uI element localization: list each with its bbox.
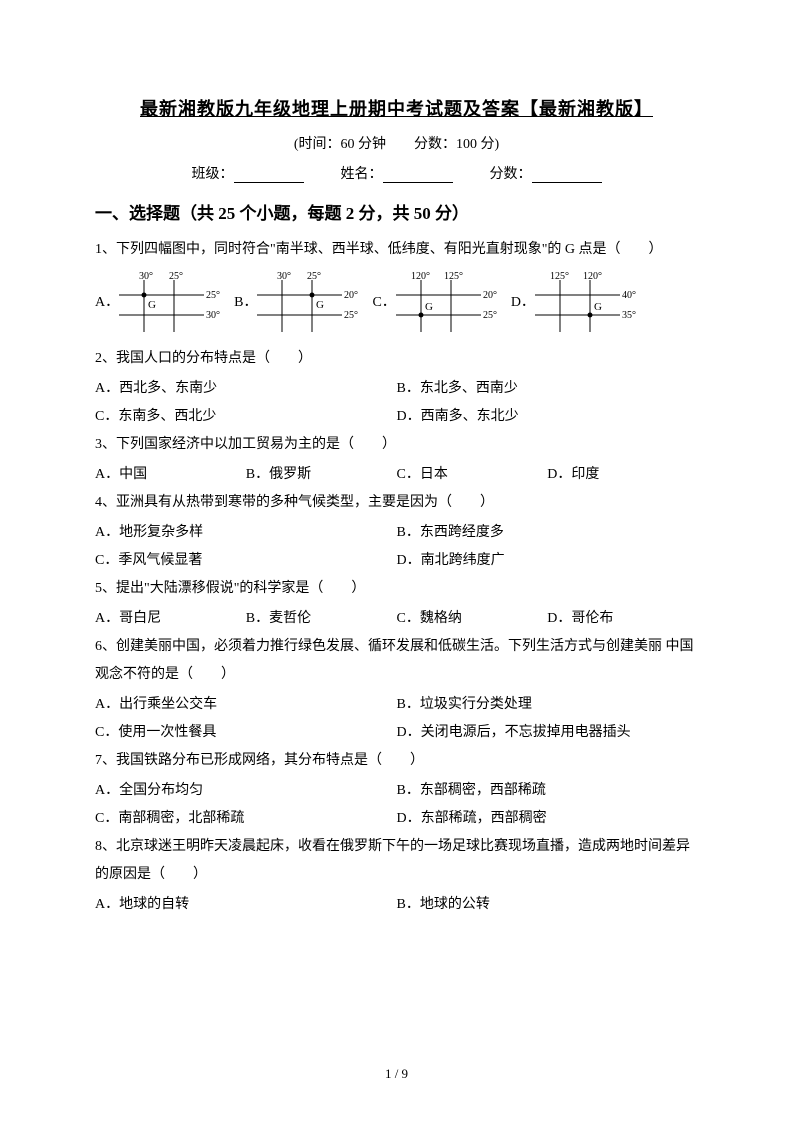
question-7: 7、我国铁路分布已形成网络，其分布特点是（ ）: [95, 747, 698, 775]
option-4d: D．南北跨纬度广: [397, 547, 699, 575]
question-3: 3、下列国家经济中以加工贸易为主的是（ ）: [95, 431, 698, 459]
svg-text:G: G: [425, 301, 433, 313]
svg-text:35°: 35°: [622, 310, 636, 321]
option-7b: B．东部稠密，西部稀疏: [397, 777, 699, 805]
name-label: 姓名：: [341, 167, 383, 182]
diagram-c: 120° 125° 20° 25° G: [396, 270, 501, 335]
svg-text:25°: 25°: [344, 310, 358, 321]
option-3d: D．印度: [547, 461, 698, 489]
class-blank[interactable]: [234, 167, 304, 183]
question-8-options-row1: A．地球的自转 B．地球的公转: [95, 891, 698, 919]
student-info-row: 班级： 姓名： 分数：: [95, 163, 698, 183]
option-3c: C．日本: [397, 461, 548, 489]
option-6a: A．出行乘坐公交车: [95, 691, 397, 719]
question-6-options-row1: A．出行乘坐公交车 B．垃圾实行分类处理: [95, 691, 698, 719]
question-6-options-row2: C．使用一次性餐具 D．关闭电源后，不忘拔掉用电器插头: [95, 719, 698, 747]
option-3a: A．中国: [95, 461, 246, 489]
svg-text:40°: 40°: [622, 290, 636, 301]
svg-text:30°: 30°: [206, 310, 220, 321]
option-4b: B．东西跨经度多: [397, 519, 699, 547]
svg-text:30°: 30°: [139, 271, 153, 282]
svg-text:30°: 30°: [277, 271, 291, 282]
score-blank[interactable]: [532, 167, 602, 183]
option-7c: C．南部稠密，北部稀疏: [95, 805, 397, 833]
name-blank[interactable]: [383, 167, 453, 183]
option-8b: B．地球的公转: [397, 891, 699, 919]
option-7a: A．全国分布均匀: [95, 777, 397, 805]
question-1-diagrams: A． 30° 25° 25° 30° G B． 30° 25° 20° 25° …: [95, 270, 698, 335]
option-2a: A．西北多、东南少: [95, 375, 397, 403]
diagram-a: 30° 25° 25° 30° G: [119, 270, 224, 335]
diagram-d: 125° 120° 40° 35° G: [535, 270, 640, 335]
question-6: 6、创建美丽中国，必须着力推行绿色发展、循环发展和低碳生活。下列生活方式与创建美…: [95, 633, 698, 689]
svg-text:G: G: [594, 301, 602, 313]
document-title: 最新湘教版九年级地理上册期中考试题及答案【最新湘教版】: [95, 95, 698, 121]
question-8: 8、北京球迷王明昨天凌晨起床，收看在俄罗斯下午的一场足球比赛现场直播，造成两地时…: [95, 833, 698, 889]
question-7-options-row1: A．全国分布均匀 B．东部稠密，西部稀疏: [95, 777, 698, 805]
option-4c: C．季风气候显著: [95, 547, 397, 575]
option-1a: A． 30° 25° 25° 30° G: [95, 270, 224, 335]
score-label: 分数：: [490, 167, 532, 182]
option-1d-label: D．: [511, 290, 535, 315]
question-2-options-row2: C．东南多、西北少 D．西南多、东北少: [95, 403, 698, 431]
option-6b: B．垃圾实行分类处理: [397, 691, 699, 719]
question-5-options: A．哥白尼 B．麦哲伦 C．魏格纳 D．哥伦布: [95, 605, 698, 633]
option-5c: C．魏格纳: [397, 605, 548, 633]
svg-text:120°: 120°: [411, 271, 430, 282]
option-1b: B． 30° 25° 20° 25° G: [234, 270, 362, 335]
option-1a-label: A．: [95, 290, 119, 315]
option-6d: D．关闭电源后，不忘拔掉用电器插头: [397, 719, 699, 747]
question-2-options-row1: A．西北多、东南少 B．东北多、西南少: [95, 375, 698, 403]
option-2c: C．东南多、西北少: [95, 403, 397, 431]
svg-text:G: G: [148, 299, 156, 311]
svg-text:25°: 25°: [483, 310, 497, 321]
svg-text:125°: 125°: [550, 271, 569, 282]
option-2d: D．西南多、东北少: [397, 403, 699, 431]
question-2: 2、我国人口的分布特点是（ ）: [95, 345, 698, 373]
option-5a: A．哥白尼: [95, 605, 246, 633]
question-4-options-row2: C．季风气候显著 D．南北跨纬度广: [95, 547, 698, 575]
question-5: 5、提出"大陆漂移假说"的科学家是（ ）: [95, 575, 698, 603]
svg-text:G: G: [316, 299, 324, 311]
svg-text:20°: 20°: [483, 290, 497, 301]
svg-text:125°: 125°: [444, 271, 463, 282]
section-1-title: 一、选择题（共 25 个小题，每题 2 分，共 50 分）: [95, 199, 698, 224]
exam-subtitle: (时间：60 分钟 分数：100 分): [95, 133, 698, 153]
svg-text:20°: 20°: [344, 290, 358, 301]
svg-text:120°: 120°: [583, 271, 602, 282]
option-1c-label: C．: [372, 290, 395, 315]
diagram-b: 30° 25° 20° 25° G: [257, 270, 362, 335]
svg-text:25°: 25°: [169, 271, 183, 282]
option-1d: D． 125° 120° 40° 35° G: [511, 270, 640, 335]
question-7-options-row2: C．南部稠密，北部稀疏 D．东部稀疏，西部稠密: [95, 805, 698, 833]
option-2b: B．东北多、西南少: [397, 375, 699, 403]
option-7d: D．东部稀疏，西部稠密: [397, 805, 699, 833]
option-8a: A．地球的自转: [95, 891, 397, 919]
option-5b: B．麦哲伦: [246, 605, 397, 633]
option-6c: C．使用一次性餐具: [95, 719, 397, 747]
option-4a: A．地形复杂多样: [95, 519, 397, 547]
question-4: 4、亚洲具有从热带到寒带的多种气候类型，主要是因为（ ）: [95, 489, 698, 517]
option-1c: C． 120° 125° 20° 25° G: [372, 270, 500, 335]
page-number: 1 / 9: [0, 1066, 793, 1082]
question-4-options-row1: A．地形复杂多样 B．东西跨经度多: [95, 519, 698, 547]
option-3b: B．俄罗斯: [246, 461, 397, 489]
option-5d: D．哥伦布: [547, 605, 698, 633]
question-3-options: A．中国 B．俄罗斯 C．日本 D．印度: [95, 461, 698, 489]
question-1: 1、下列四幅图中，同时符合"南半球、西半球、低纬度、有阳光直射现象"的 G 点是…: [95, 236, 698, 264]
class-label: 班级：: [192, 167, 234, 182]
svg-text:25°: 25°: [206, 290, 220, 301]
svg-text:25°: 25°: [307, 271, 321, 282]
option-1b-label: B．: [234, 290, 257, 315]
